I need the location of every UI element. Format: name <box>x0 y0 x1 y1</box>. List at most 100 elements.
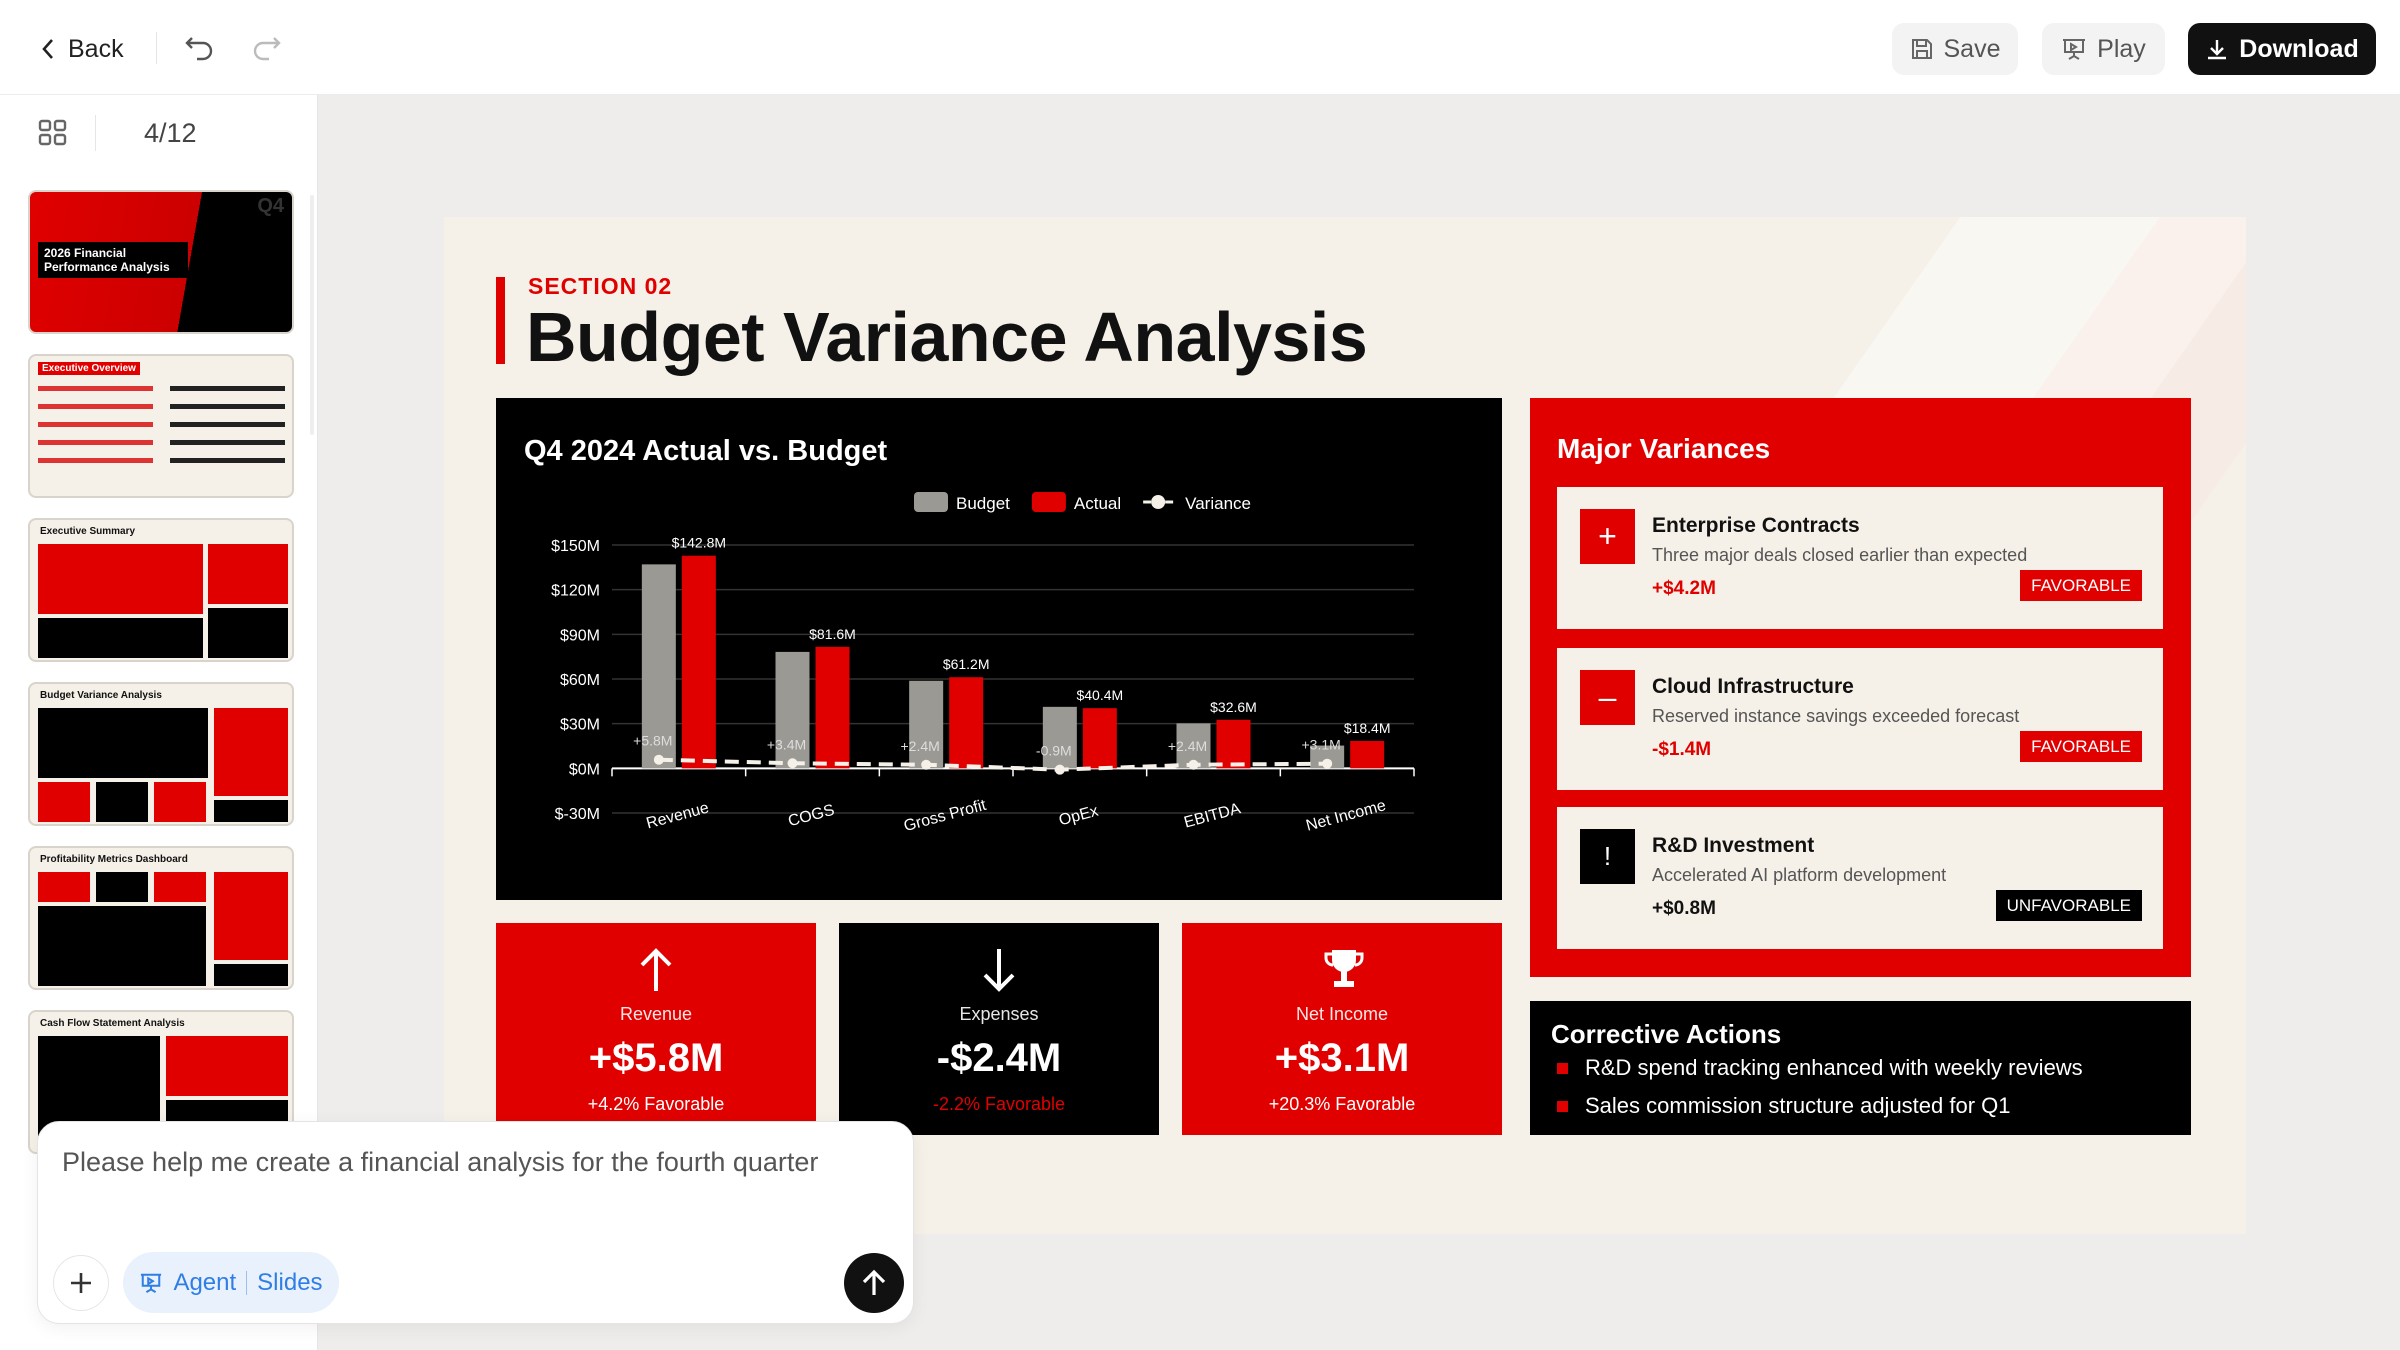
data-label: $18.4M <box>1344 720 1391 736</box>
chart-panel: Q4 2024 Actual vs. Budget Budget Actual Var… <box>496 398 1502 900</box>
sidebar-scrollbar[interactable] <box>310 195 314 435</box>
grid-view-icon[interactable] <box>38 119 68 147</box>
legend-label: Variance <box>1185 494 1251 513</box>
top-bar: Back Save Play Download <box>0 0 2400 95</box>
variance-label: +3.4M <box>767 736 806 752</box>
kpi-net-income: Net Income +$3.1M +20.3% Favorable <box>1182 923 1502 1135</box>
bar-budget <box>1042 706 1077 769</box>
bar-actual <box>1216 719 1251 769</box>
chevron-left-icon <box>42 39 53 59</box>
y-tick-label: $90M <box>560 627 600 644</box>
variance-label: +5.8M <box>633 733 672 749</box>
variance-card: – Cloud Infrastructure Reserved instance… <box>1557 648 2163 790</box>
y-tick-label: $30M <box>560 717 600 734</box>
presentation-icon <box>141 1273 162 1293</box>
bar-actual <box>1082 708 1117 769</box>
data-label: $81.6M <box>809 626 856 642</box>
bar-budget <box>775 651 810 769</box>
x-tick-label: Revenue <box>645 799 711 832</box>
major-variances-title: Major Variances <box>1557 433 1771 464</box>
data-label: $32.6M <box>1210 699 1257 715</box>
variance-label: +2.4M <box>1168 738 1207 754</box>
bar-actual <box>681 555 716 769</box>
x-tick-label: OpEx <box>1057 803 1100 830</box>
bullet-square-icon <box>1557 1062 1568 1074</box>
download-button[interactable]: Download <box>2188 23 2376 75</box>
save-icon <box>1911 39 1932 59</box>
variance-point <box>787 758 798 769</box>
bar-budget <box>641 564 676 769</box>
legend-marker <box>1151 495 1166 509</box>
list-item: Sales commission structure adjusted for … <box>1557 1093 2011 1119</box>
variance-point <box>653 754 664 765</box>
back-button[interactable]: Back <box>40 30 124 68</box>
chart-title: Q4 2024 Actual vs. Budget <box>524 435 888 467</box>
list-item: R&D spend tracking enhanced with weekly … <box>1557 1055 2083 1081</box>
slide-thumbnail-1[interactable]: 2026 Financial Performance Analysis Q4 <box>28 190 294 334</box>
variance-label: +2.4M <box>901 738 940 754</box>
kpi-revenue: Revenue +$5.8M +4.2% Favorable <box>496 923 816 1135</box>
plus-icon <box>71 1273 91 1293</box>
y-tick-label: $-30M <box>555 806 600 823</box>
variance-line <box>658 757 1328 772</box>
variance-point <box>1054 764 1065 775</box>
x-tick-label: Net Income <box>1304 797 1388 835</box>
y-tick-label: $0M <box>569 761 600 778</box>
bullet-square-icon <box>1557 1100 1568 1112</box>
download-icon <box>2208 40 2227 60</box>
chat-input[interactable]: Please help me create a financial analys… <box>62 1147 819 1177</box>
data-label: $142.8M <box>672 535 726 551</box>
status-badge: FAVORABLE <box>2020 731 2142 762</box>
trophy-icon <box>1324 950 1364 987</box>
send-button[interactable] <box>844 1253 904 1313</box>
corrective-actions-title: Corrective Actions <box>1551 1019 1782 1049</box>
bar-chart: Q4 2024 Actual vs. Budget Budget Actual Var… <box>524 435 1415 835</box>
save-button[interactable]: Save <box>1892 23 2018 75</box>
redo-icon[interactable] <box>250 34 282 62</box>
bar-actual <box>949 677 984 769</box>
undo-icon[interactable] <box>184 34 216 62</box>
x-tick-label: Gross Profit <box>902 797 989 835</box>
variance-point <box>1322 758 1333 769</box>
legend-label: Actual <box>1074 494 1121 513</box>
legend-swatch <box>914 492 948 512</box>
x-tick-label: EBITDA <box>1182 800 1243 831</box>
section-accent-bar <box>496 277 505 364</box>
slide-thumbnail-5[interactable]: Profitability Metrics Dashboard <box>28 846 294 990</box>
bar-actual <box>1350 740 1385 769</box>
exclamation-icon: ! <box>1580 829 1635 884</box>
variance-point <box>921 759 932 770</box>
y-tick-label: $120M <box>551 583 600 600</box>
variance-label: +3.1M <box>1302 737 1341 753</box>
slide-thumbnail-2[interactable]: Executive Overview <box>28 354 294 498</box>
page-indicator: 4/12 <box>144 118 197 148</box>
x-tick-label: COGS <box>786 802 836 831</box>
status-badge: UNFAVORABLE <box>1995 890 2142 921</box>
slide-title: Budget Variance Analysis <box>526 298 1368 376</box>
plus-icon: + <box>1580 509 1635 564</box>
divider <box>95 115 96 151</box>
add-attachment-button[interactable] <box>53 1255 109 1311</box>
legend-label: Budget <box>956 494 1010 513</box>
kpi-expenses: Expenses -$2.4M -2.2% Favorable <box>839 923 1159 1135</box>
bar-actual <box>815 646 850 769</box>
play-button[interactable]: Play <box>2042 23 2165 75</box>
data-label: $40.4M <box>1076 687 1123 703</box>
agent-mode-pill[interactable]: Agent Slides <box>123 1252 339 1313</box>
slide-thumbnail-4[interactable]: Budget Variance Analysis <box>28 682 294 826</box>
y-tick-label: $60M <box>560 672 600 689</box>
bar-budget <box>909 680 944 769</box>
arrow-down-icon <box>983 949 1015 992</box>
slide-thumbnail-3[interactable]: Executive Summary <box>28 518 294 662</box>
divider <box>156 32 157 64</box>
section-label: SECTION 02 <box>528 273 673 299</box>
data-label: $61.2M <box>943 656 990 672</box>
variance-label: -0.9M <box>1036 743 1072 759</box>
minus-icon: – <box>1580 670 1635 725</box>
arrow-up-icon <box>862 1269 886 1295</box>
variance-card: ! R&D Investment Accelerated AI platform… <box>1557 807 2163 949</box>
chat-input-box: Please help me create a financial analys… <box>37 1121 914 1324</box>
corrective-actions-panel: Corrective Actions R&D spend tracking en… <box>1530 1001 2191 1135</box>
status-badge: FAVORABLE <box>2020 570 2142 601</box>
variance-point <box>1188 759 1199 770</box>
